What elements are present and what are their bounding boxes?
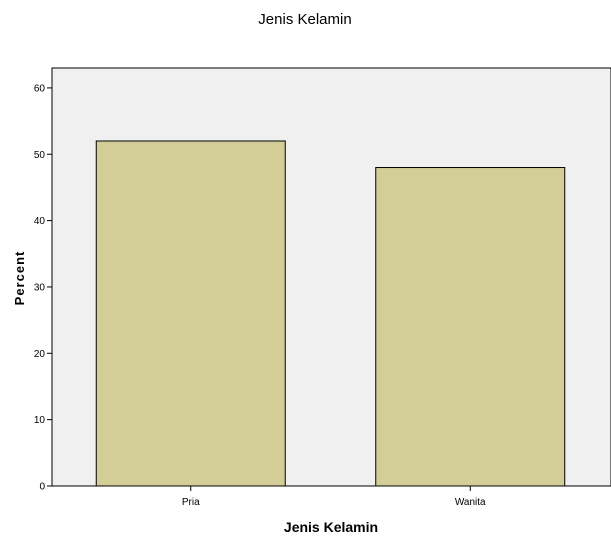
chart-title: Jenis Kelamin [258,11,351,28]
y-tick-label: 40 [34,216,46,227]
bars [95,140,566,487]
bar-pria [95,140,286,487]
y-tick-label: 50 [34,150,46,161]
y-tick-label: 20 [34,349,46,360]
y-tick-label: 60 [34,83,46,94]
x-axis: Pria Wanita [182,486,486,508]
x-tick-label: Pria [182,497,200,508]
x-axis-label: Jenis Kelamin [284,519,378,535]
x-tick-label: Wanita [455,497,486,508]
y-axis: 0 10 20 30 40 50 60 [34,83,52,493]
y-axis-label: Percent [12,251,27,306]
bar-wanita [375,167,566,487]
y-tick-label: 10 [34,415,46,426]
y-tick-label: 30 [34,282,46,293]
y-tick-label: 0 [39,482,45,493]
